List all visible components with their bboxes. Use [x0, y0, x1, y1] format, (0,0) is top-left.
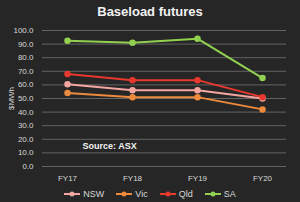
svg-text:FY19: FY19 [188, 174, 208, 183]
svg-text:50.0: 50.0 [18, 94, 34, 103]
svg-text:FY18: FY18 [123, 174, 143, 183]
svg-text:$MWh: $MWh [7, 87, 16, 110]
html-text:Vic: Vic [135, 189, 148, 199]
html-text:Baseload futures: Baseload futures [97, 4, 203, 19]
svg-text:80.0: 80.0 [18, 53, 34, 62]
svg-text:100.0: 100.0 [13, 26, 34, 35]
svg-text:10.0: 10.0 [18, 148, 34, 157]
svg-text:90.0: 90.0 [18, 40, 34, 49]
svg-text:60.0: 60.0 [18, 80, 34, 89]
svg-text:Source: ASX: Source: ASX [83, 141, 137, 151]
svg-text:0.0: 0.0 [22, 162, 34, 171]
svg-text:FY17: FY17 [58, 174, 78, 183]
html-text:Qld: Qld [178, 189, 193, 199]
html-text:NSW: NSW [83, 189, 105, 199]
svg-text:30.0: 30.0 [18, 121, 34, 130]
svg-text:70.0: 70.0 [18, 67, 34, 76]
svg-text:20.0: 20.0 [18, 135, 34, 144]
svg-text:40.0: 40.0 [18, 108, 34, 117]
svg-text:FY20: FY20 [253, 174, 273, 183]
html-text:SA: SA [223, 189, 236, 199]
